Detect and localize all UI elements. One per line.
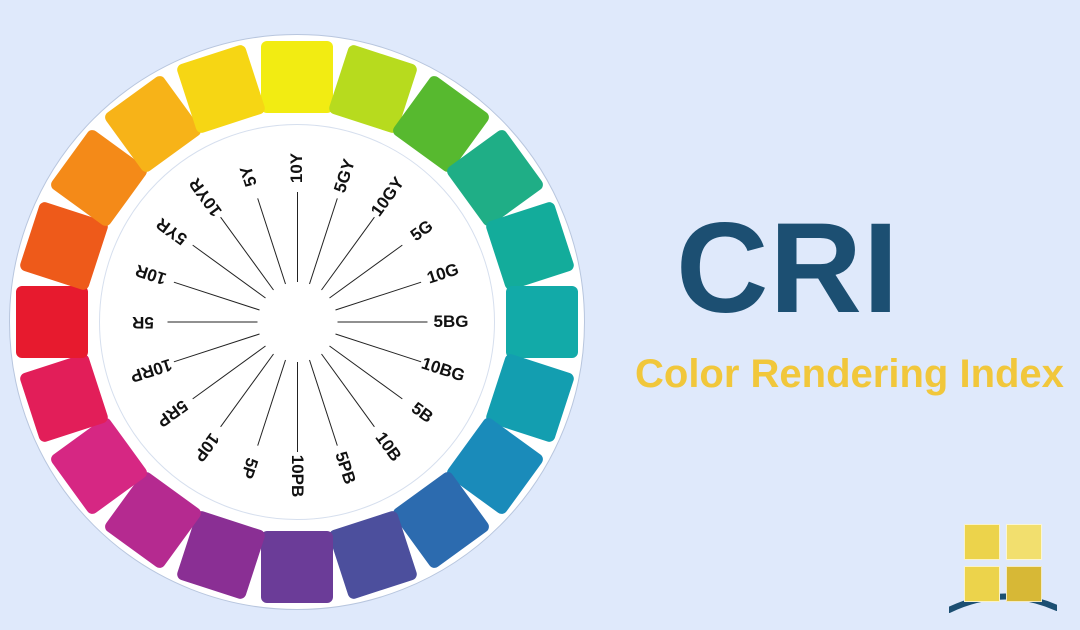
hue-swatch	[261, 41, 333, 113]
hue-swatch	[261, 531, 333, 603]
brand-logo-tile	[964, 566, 1000, 602]
hue-label: 5R	[132, 312, 154, 332]
canvas: 10Y5GY10GY5G10G5BG10BG5B10B5PB10PB5P10P5…	[0, 0, 1080, 630]
hue-label: 10PB	[287, 455, 307, 498]
brand-logo-tile	[964, 524, 1000, 560]
brand-logo	[964, 524, 1042, 620]
brand-logo-tile	[1006, 524, 1042, 560]
hue-spoke	[297, 192, 298, 282]
hue-label: 5BG	[434, 312, 469, 332]
hue-spoke	[338, 322, 428, 323]
hue-spoke	[297, 362, 298, 452]
title-cri: CRI	[676, 195, 899, 342]
hue-label: 10Y	[287, 153, 307, 183]
hue-swatch	[506, 286, 578, 358]
subtitle-cri: Color Rendering Index	[635, 352, 1064, 397]
brand-logo-tile	[1006, 566, 1042, 602]
hue-swatch	[16, 286, 88, 358]
hue-spoke	[168, 322, 258, 323]
